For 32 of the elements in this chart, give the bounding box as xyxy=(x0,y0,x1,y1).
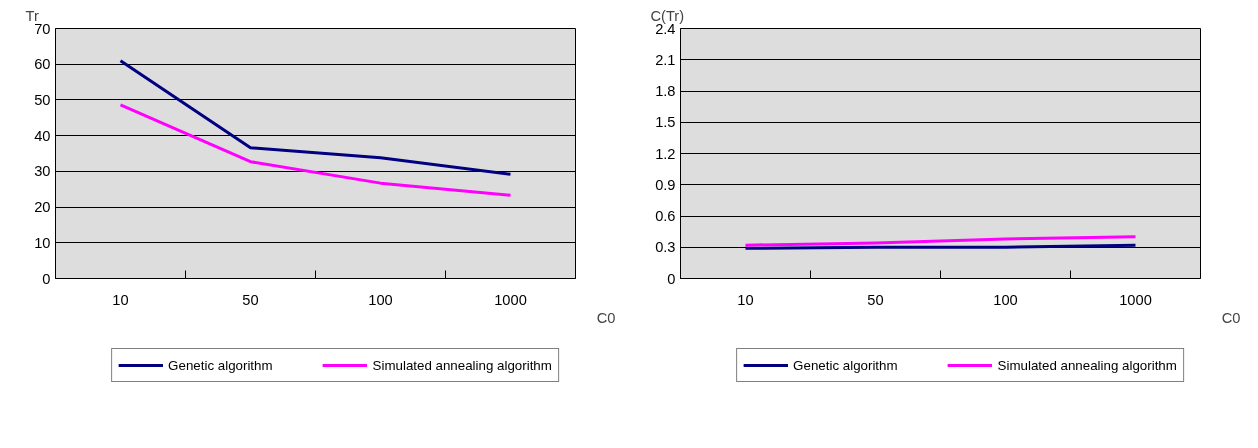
y-tick-label: 0 xyxy=(42,270,51,287)
y-tick-label: 0 xyxy=(667,270,676,287)
x-tick-label: 100 xyxy=(993,291,1018,308)
x-tick-label: 100 xyxy=(368,291,393,308)
y-tick-label: 1.2 xyxy=(655,145,676,162)
y-tick-label: 30 xyxy=(34,163,51,180)
legend-label: Simulated annealing algorithm xyxy=(372,357,552,373)
x-tick-label: 10 xyxy=(112,291,129,308)
legend-label: Genetic algorithm xyxy=(793,357,898,373)
x-tick-label: 1000 xyxy=(494,291,527,308)
line-series xyxy=(744,235,1137,247)
y-tick-label: 1.8 xyxy=(655,83,676,99)
x-axis-title: C0 xyxy=(1221,309,1241,326)
y-tick-label: 0.9 xyxy=(655,176,676,193)
x-tick-label: 10 xyxy=(737,291,754,308)
y-tick-label: 2.1 xyxy=(655,51,676,68)
y-tick-label: 1.5 xyxy=(655,114,676,131)
x-tick-label: 50 xyxy=(867,291,884,308)
y-tick-label: 50 xyxy=(34,91,51,108)
y-tick-label: 40 xyxy=(34,127,51,144)
y-tick-label: 0.3 xyxy=(655,239,676,256)
legend-label: Genetic algorithm xyxy=(168,357,273,373)
x-tick-label: 50 xyxy=(242,291,259,308)
legend-label: Simulated annealing algorithm xyxy=(997,357,1177,373)
y-tick-label: 0.6 xyxy=(655,208,676,224)
x-axis-title: C0 xyxy=(596,309,616,326)
y-tick-label: 60 xyxy=(34,56,51,73)
line-series xyxy=(119,59,512,176)
x-tick-label: 1000 xyxy=(1119,291,1152,308)
line-series xyxy=(119,103,512,197)
y-tick-label: 20 xyxy=(34,199,51,216)
y-tick-label: 10 xyxy=(34,234,51,251)
